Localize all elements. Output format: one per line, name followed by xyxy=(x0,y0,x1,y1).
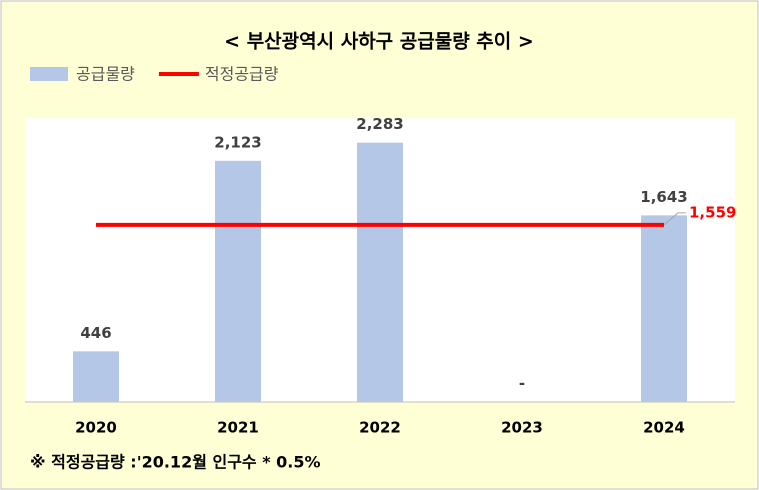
x-tick-label: 2021 xyxy=(217,419,259,437)
data-label: 2,283 xyxy=(356,115,403,133)
data-label: 1,643 xyxy=(640,188,687,206)
x-tick-label: 2022 xyxy=(359,419,401,437)
bar xyxy=(215,160,261,402)
chart-title: < 부산광역시 사하구 공급물량 추이 > xyxy=(224,31,534,53)
data-label: 446 xyxy=(80,324,111,342)
bar xyxy=(641,215,687,402)
data-label: 2,123 xyxy=(214,133,261,151)
data-label: 1,559 xyxy=(689,203,736,221)
bar xyxy=(357,142,403,403)
footnote: ※ 적정공급량 :'20.12월 인구수 * 0.5% xyxy=(30,453,321,472)
bar xyxy=(73,351,119,402)
data-label: - xyxy=(519,375,525,393)
legend-swatch xyxy=(30,67,68,81)
x-tick-label: 2020 xyxy=(75,419,117,437)
x-tick-label: 2024 xyxy=(643,419,685,437)
legend-label: 공급물량 xyxy=(76,65,135,84)
x-tick-label: 2023 xyxy=(501,419,543,437)
leader-line xyxy=(663,212,686,226)
legend-label: 적정공급량 xyxy=(205,65,279,84)
